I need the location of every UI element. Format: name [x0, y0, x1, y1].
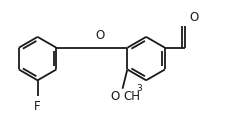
Text: O: O — [96, 29, 105, 42]
Text: O: O — [189, 11, 198, 24]
Text: O: O — [111, 90, 120, 103]
Text: CH: CH — [124, 90, 141, 103]
Text: F: F — [34, 100, 41, 113]
Text: 3: 3 — [136, 84, 142, 93]
